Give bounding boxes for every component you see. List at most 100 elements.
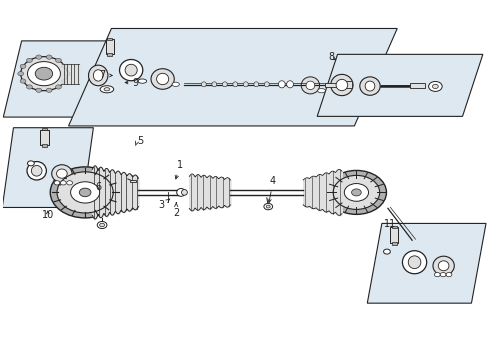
Ellipse shape	[138, 79, 147, 83]
Circle shape	[67, 181, 73, 185]
Ellipse shape	[177, 189, 185, 196]
Bar	[40, 130, 49, 145]
Text: 10: 10	[42, 210, 54, 220]
Circle shape	[54, 181, 60, 185]
Bar	[107, 38, 112, 40]
Circle shape	[36, 88, 42, 93]
Ellipse shape	[254, 82, 259, 87]
Bar	[325, 83, 342, 87]
Ellipse shape	[52, 165, 72, 183]
Circle shape	[352, 189, 361, 196]
Circle shape	[27, 161, 34, 166]
Ellipse shape	[278, 81, 285, 88]
Circle shape	[446, 273, 452, 277]
Circle shape	[264, 203, 272, 210]
Ellipse shape	[222, 82, 227, 87]
Bar	[391, 228, 398, 243]
Ellipse shape	[181, 190, 187, 195]
Ellipse shape	[125, 64, 137, 76]
Ellipse shape	[151, 69, 174, 89]
Ellipse shape	[244, 82, 248, 87]
Ellipse shape	[233, 82, 238, 87]
Circle shape	[55, 85, 61, 89]
Circle shape	[55, 58, 61, 63]
Polygon shape	[2, 128, 94, 207]
Ellipse shape	[306, 81, 315, 90]
Circle shape	[433, 84, 438, 89]
Ellipse shape	[336, 79, 348, 91]
Text: 5: 5	[138, 136, 144, 146]
Circle shape	[267, 205, 270, 208]
Text: 1: 1	[175, 159, 183, 179]
Circle shape	[57, 172, 113, 213]
Polygon shape	[3, 41, 152, 117]
Circle shape	[429, 81, 442, 91]
Bar	[392, 242, 396, 244]
Bar	[410, 82, 425, 88]
Ellipse shape	[365, 81, 375, 91]
Circle shape	[99, 223, 104, 227]
Polygon shape	[69, 28, 397, 126]
Circle shape	[333, 175, 380, 210]
Bar	[106, 39, 114, 54]
Text: 9: 9	[133, 77, 139, 87]
Ellipse shape	[27, 162, 47, 180]
Circle shape	[36, 55, 42, 59]
Ellipse shape	[318, 89, 325, 93]
Text: 6: 6	[96, 182, 102, 192]
Circle shape	[50, 167, 120, 218]
Ellipse shape	[89, 65, 108, 86]
Ellipse shape	[104, 88, 110, 91]
Bar	[130, 180, 137, 182]
Ellipse shape	[331, 75, 353, 96]
Text: 8: 8	[328, 51, 334, 62]
Text: 4: 4	[268, 176, 276, 203]
Ellipse shape	[201, 82, 206, 87]
Circle shape	[384, 249, 391, 254]
Polygon shape	[317, 54, 483, 116]
Circle shape	[71, 182, 99, 203]
Bar	[42, 127, 48, 130]
Ellipse shape	[301, 77, 319, 94]
Circle shape	[440, 273, 446, 277]
Circle shape	[60, 181, 66, 185]
Ellipse shape	[265, 82, 269, 87]
Ellipse shape	[438, 261, 449, 271]
Polygon shape	[368, 224, 486, 303]
Ellipse shape	[408, 256, 421, 269]
Circle shape	[435, 273, 440, 277]
Circle shape	[344, 184, 368, 201]
Ellipse shape	[56, 169, 67, 178]
Circle shape	[62, 64, 68, 68]
Text: 3: 3	[159, 199, 170, 210]
Bar	[107, 53, 112, 55]
Bar	[340, 81, 352, 88]
Ellipse shape	[360, 77, 380, 95]
Circle shape	[18, 72, 24, 76]
Circle shape	[20, 64, 26, 68]
Circle shape	[46, 55, 52, 59]
Circle shape	[64, 72, 70, 76]
Bar	[392, 226, 396, 228]
Ellipse shape	[157, 73, 169, 85]
Ellipse shape	[31, 166, 42, 176]
Circle shape	[27, 62, 60, 86]
Circle shape	[20, 79, 26, 83]
Text: 11: 11	[384, 219, 396, 229]
Circle shape	[26, 85, 32, 89]
Ellipse shape	[94, 70, 103, 81]
Ellipse shape	[212, 82, 217, 87]
Circle shape	[35, 67, 53, 80]
Text: 2: 2	[173, 203, 179, 218]
Ellipse shape	[433, 256, 454, 275]
Ellipse shape	[120, 59, 143, 81]
Circle shape	[62, 79, 68, 83]
Ellipse shape	[100, 86, 114, 93]
Circle shape	[326, 170, 387, 215]
Ellipse shape	[402, 251, 427, 274]
Circle shape	[46, 88, 52, 93]
Circle shape	[79, 188, 91, 197]
Ellipse shape	[287, 81, 294, 88]
Text: 7: 7	[99, 71, 105, 80]
Circle shape	[97, 221, 107, 229]
